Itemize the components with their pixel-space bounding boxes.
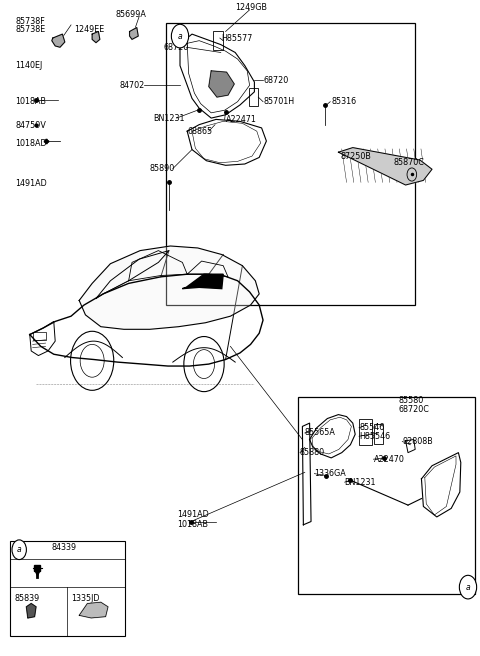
Text: 1140EJ: 1140EJ [15,61,43,70]
Text: H85577: H85577 [221,33,252,43]
Text: BN1231: BN1231 [154,113,185,123]
Polygon shape [52,34,65,47]
Bar [374,424,383,444]
Text: 85701H: 85701H [263,97,294,106]
Polygon shape [26,604,36,618]
Text: 92808B: 92808B [402,437,433,446]
Text: 1336GA: 1336GA [314,469,346,478]
Bar [10,541,125,636]
Text: a: a [17,545,22,554]
Text: a: a [178,31,182,41]
Bar [359,419,372,445]
Text: 1018AB: 1018AB [15,97,47,106]
Text: 1249GB: 1249GB [235,3,267,12]
Bar [213,31,223,50]
Circle shape [12,540,26,560]
Text: 84702: 84702 [120,81,145,90]
Text: 68720: 68720 [163,43,189,52]
Polygon shape [209,71,234,97]
Text: BN1231: BN1231 [345,478,376,487]
Text: 85839: 85839 [14,594,40,603]
Text: A22470: A22470 [373,455,404,464]
Text: 85580: 85580 [398,396,424,405]
Text: 85738E: 85738E [15,25,46,34]
Text: A22471: A22471 [226,115,256,124]
Text: 1491AD: 1491AD [15,179,47,188]
Bar [33,332,46,340]
Text: 84339: 84339 [52,543,77,552]
Text: 1491AD: 1491AD [178,510,209,520]
Circle shape [459,575,477,599]
Circle shape [171,24,189,48]
Text: 85870C: 85870C [394,158,424,167]
Text: 85565A: 85565A [305,428,336,438]
Text: H85546: H85546 [359,432,390,441]
Text: 1018AD: 1018AD [15,138,47,148]
Text: 85890: 85890 [150,164,175,173]
Text: 68720: 68720 [263,75,288,85]
Bar [298,397,475,594]
Text: 85699A: 85699A [115,10,146,19]
Polygon shape [92,31,100,43]
Text: 85738F: 85738F [15,17,45,26]
Bar [249,88,258,106]
Text: 1335JD: 1335JD [71,594,99,603]
Text: 1018AB: 1018AB [178,520,209,529]
Polygon shape [130,28,138,39]
Text: a: a [466,583,470,592]
Text: 1249EE: 1249EE [74,25,105,34]
Text: 68865: 68865 [187,127,212,136]
Text: 85316: 85316 [331,97,356,106]
Bar [166,23,415,305]
Polygon shape [182,274,223,289]
Polygon shape [338,148,432,185]
Polygon shape [79,246,259,329]
Text: 85546: 85546 [359,423,384,432]
Text: 85880: 85880 [300,448,325,457]
Text: 87250B: 87250B [341,152,372,161]
Polygon shape [79,602,108,618]
Text: 68720C: 68720C [398,405,429,415]
Text: 84759V: 84759V [15,121,46,131]
